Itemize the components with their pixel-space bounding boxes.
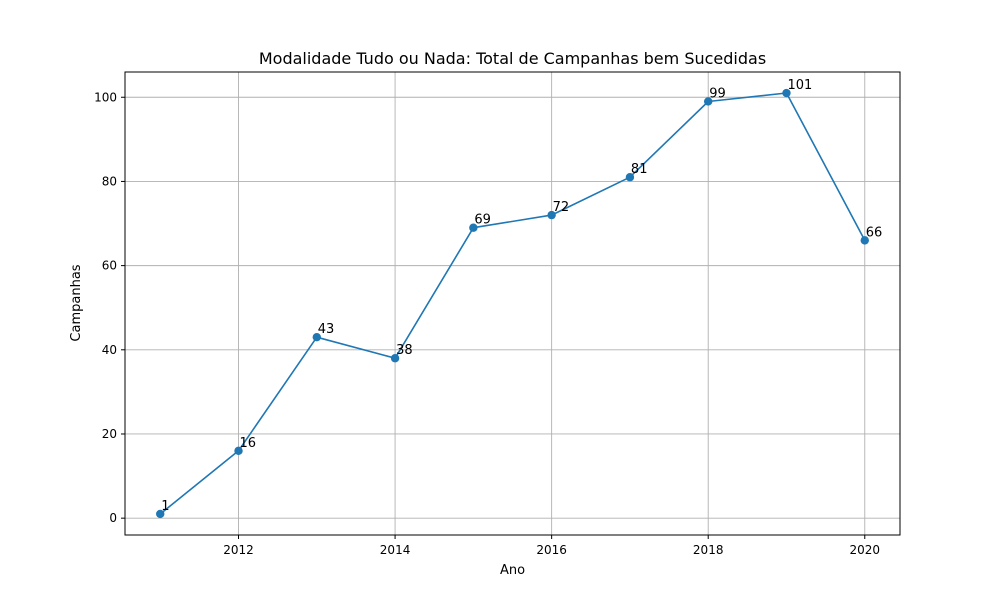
- data-label: 1: [161, 499, 169, 514]
- data-labels: 1 16 43 38 69 72 81 99 101 66: [161, 78, 882, 514]
- data-point: [547, 210, 556, 220]
- data-label: 66: [866, 225, 883, 240]
- x-tick-label: 2018: [693, 543, 724, 557]
- data-label: 38: [396, 343, 413, 358]
- x-tick-label: 2016: [536, 543, 567, 557]
- x-axis: 2012 2014 2016 2018 2020: [223, 535, 880, 557]
- chart-title: Modalidade Tudo ou Nada: Total de Campan…: [259, 49, 766, 68]
- data-label: 72: [553, 200, 570, 215]
- data-label: 81: [631, 162, 648, 177]
- y-tick-label: 80: [102, 174, 117, 188]
- data-point: [469, 223, 478, 232]
- data-point: [782, 88, 791, 98]
- data-label: 69: [474, 213, 491, 228]
- x-tick-label: 2012: [223, 543, 254, 557]
- data-point: [312, 332, 321, 342]
- series-layer: [156, 88, 869, 519]
- y-axis-label: Campanhas: [69, 264, 84, 341]
- y-axis: 0 20 40 60 80 100: [94, 90, 125, 525]
- data-point: [704, 97, 713, 106]
- data-point: [234, 446, 243, 456]
- y-tick-label: 100: [94, 90, 117, 104]
- y-tick-label: 20: [102, 427, 117, 441]
- data-label: 99: [709, 86, 726, 101]
- x-axis-label: Ano: [500, 563, 525, 578]
- series-line: [159, 92, 866, 515]
- y-tick-label: 60: [102, 259, 117, 273]
- data-label: 101: [787, 78, 812, 93]
- data-label: 43: [318, 322, 335, 337]
- data-point: [156, 509, 165, 519]
- data-label: 16: [240, 436, 257, 451]
- plot-frame: [124, 71, 901, 536]
- data-point: [860, 236, 869, 245]
- y-tick-label: 0: [109, 511, 117, 525]
- data-point: [625, 173, 635, 182]
- x-tick-label: 2014: [380, 543, 411, 557]
- grid: [125, 72, 900, 535]
- y-tick-label: 40: [102, 343, 117, 357]
- x-tick-label: 2020: [849, 543, 880, 557]
- data-point: [390, 354, 400, 363]
